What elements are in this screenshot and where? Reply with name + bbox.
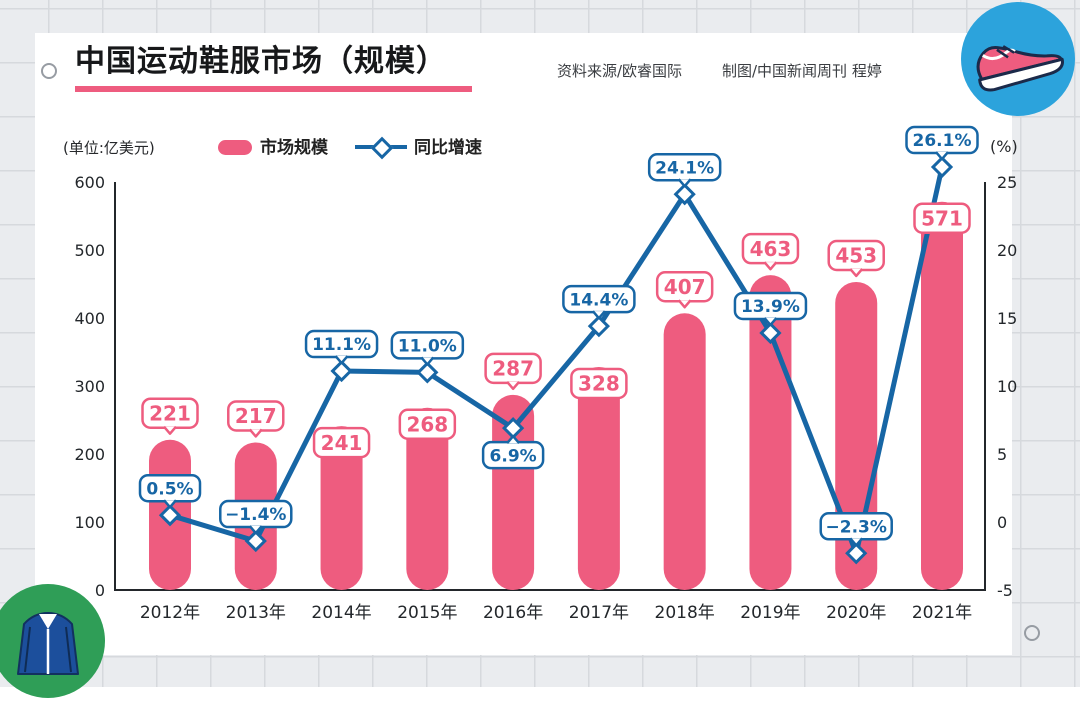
bar-value-label: 221 <box>141 397 199 435</box>
bar-value-label-text: 268 <box>406 412 448 436</box>
x-axis-label: 2019年 <box>740 603 800 623</box>
bar-value-label-text: 217 <box>235 404 277 428</box>
growth-value-label-text: 26.1% <box>913 131 972 151</box>
growth-value-label-text: −2.3% <box>826 517 887 537</box>
legend-line-label: 同比增速 <box>414 138 482 158</box>
bar-value-label: 241 <box>312 426 371 459</box>
growth-value-label: −2.3% <box>819 512 893 547</box>
x-axis-label: 2021年 <box>912 603 972 623</box>
jacket-icon <box>17 612 79 675</box>
x-axis-label: 2018年 <box>655 603 715 623</box>
combo-chart: 600 500 400 300 200 100 0 25 20 15 10 5 0 -5 2012年 2013… <box>74 125 1017 623</box>
diamond-marker-2018年 <box>673 183 696 206</box>
right-axis-tick: 20 <box>997 241 1017 260</box>
growth-value-label-text: 0.5% <box>146 479 193 499</box>
bar-2015年 <box>406 407 449 590</box>
diamond-marker-2014年 <box>330 359 353 383</box>
bar-value-label: 328 <box>570 367 628 400</box>
jacket-badge <box>0 584 105 698</box>
growth-value-label-text: −1.4% <box>225 505 286 525</box>
diamond-marker-2019年 <box>759 321 782 345</box>
bar-value-label-text: 571 <box>921 206 963 230</box>
growth-value-label: 13.9% <box>733 291 808 327</box>
diamond-marker-2020年 <box>845 542 868 565</box>
bar-value-label-text: 463 <box>750 237 792 261</box>
credit-text: 制图/中国新闻周刊 程婷 <box>722 62 882 80</box>
left-axis-tick: 300 <box>74 377 105 396</box>
bar-value-label: 571 <box>913 202 971 234</box>
growth-value-label: −1.4% <box>219 499 293 535</box>
bar-value-label-text: 221 <box>149 401 191 425</box>
growth-value-label-text: 11.0% <box>398 337 457 357</box>
left-axis-tick: 400 <box>74 309 105 328</box>
legend-bar-label: 市场规模 <box>260 138 328 158</box>
left-axis-tick: 100 <box>74 513 105 532</box>
x-axis-label: 2012年 <box>140 603 200 623</box>
legend-bar-swatch <box>218 140 252 155</box>
bar-value-label: 217 <box>227 400 285 438</box>
growth-value-label-text: 13.9% <box>741 297 800 317</box>
growth-value-label-text: 11.1% <box>312 335 371 355</box>
left-axis-unit-label: (单位:亿美元) <box>63 139 155 157</box>
diamond-marker-2012年 <box>158 504 182 527</box>
growth-value-label-text: 24.1% <box>655 158 714 178</box>
sneaker-icon <box>976 45 1064 92</box>
decorative-ring-top-left <box>41 63 57 79</box>
bar-value-label-text: 453 <box>835 244 877 268</box>
bar-value-label-text: 328 <box>578 372 620 396</box>
x-axis-label: 2016年 <box>483 603 543 623</box>
left-axis-tick: 500 <box>74 241 105 260</box>
bar-value-label-text: 241 <box>321 431 363 455</box>
right-axis-unit-label: (%) <box>990 137 1018 156</box>
bar-value-label-text: 407 <box>664 275 706 299</box>
growth-value-label: 11.0% <box>390 331 465 366</box>
right-axis-tick: 25 <box>997 173 1017 192</box>
growth-value-label: 11.1% <box>304 329 379 365</box>
growth-line <box>167 164 945 556</box>
right-axis-tick: 15 <box>997 309 1017 328</box>
diamond-marker-2021年 <box>930 155 954 179</box>
growth-value-label: 6.9% <box>481 434 545 470</box>
left-axis-tick: 200 <box>74 445 105 464</box>
right-axis-tick: -5 <box>997 581 1013 600</box>
growth-value-label: 26.1% <box>905 125 979 161</box>
title-underline <box>75 86 472 92</box>
diamond-marker-2013年 <box>244 529 267 553</box>
x-axis-label: 2013年 <box>226 603 286 623</box>
page-title: 中国运动鞋服市场（规模） <box>75 44 447 79</box>
growth-value-label: 14.4% <box>562 284 636 320</box>
bar-2021年 <box>921 201 963 590</box>
growth-value-label-text: 6.9% <box>490 446 537 466</box>
diamond-marker-2015年 <box>416 361 439 384</box>
right-axis-tick: 10 <box>997 377 1017 396</box>
bar-value-label: 453 <box>827 239 885 278</box>
bar-2017年 <box>577 366 620 590</box>
growth-value-label: 0.5% <box>138 473 202 509</box>
bar-value-label-text: 287 <box>492 357 534 381</box>
bar-value-label: 268 <box>398 408 457 441</box>
decorative-ring-bottom-right <box>1024 625 1040 641</box>
axis-frame <box>114 182 986 591</box>
source-text: 资料来源/欧睿国际 <box>557 62 683 80</box>
diamond-marker-2017年 <box>587 315 611 338</box>
left-axis-tick: 0 <box>95 581 105 600</box>
x-axis-label: 2015年 <box>397 603 457 623</box>
bar-2014年 <box>320 426 363 590</box>
title-block: 中国运动鞋服市场（规模） <box>75 42 472 92</box>
bar-value-label: 463 <box>741 232 800 271</box>
bar-value-label: 287 <box>484 352 542 391</box>
right-axis-tick: 0 <box>997 513 1007 532</box>
x-axis-label: 2020年 <box>826 603 886 623</box>
bar-2018年 <box>663 313 706 590</box>
x-axis-label: 2014年 <box>311 603 371 623</box>
bar-value-label: 407 <box>655 270 714 309</box>
right-axis-tick: 5 <box>997 445 1007 464</box>
sneaker-badge <box>961 2 1075 116</box>
x-axis-label: 2017年 <box>569 603 629 623</box>
growth-value-label-text: 14.4% <box>569 290 628 310</box>
left-axis-tick: 600 <box>74 173 105 192</box>
growth-value-label: 24.1% <box>647 152 722 188</box>
